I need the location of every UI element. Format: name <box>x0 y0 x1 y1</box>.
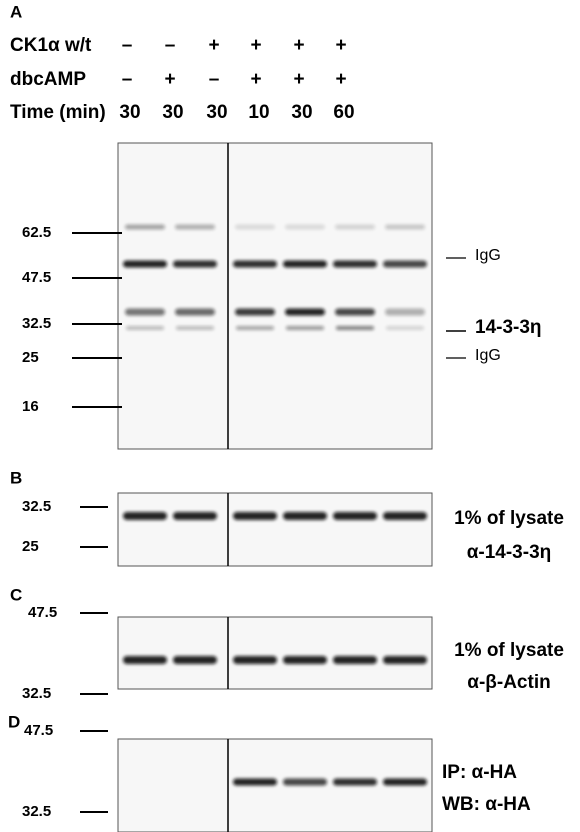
annotation: IgG <box>475 247 501 264</box>
condition-value: + <box>250 35 261 56</box>
marker-label: 25 <box>22 538 39 555</box>
band <box>383 778 427 786</box>
band <box>286 326 324 330</box>
marker-label: 62.5 <box>22 224 51 241</box>
condition-label: CK1α w/t <box>10 35 92 56</box>
band <box>333 260 377 268</box>
band <box>385 308 425 316</box>
band <box>283 512 327 520</box>
band <box>125 224 165 230</box>
condition-value: 30 <box>206 102 227 123</box>
band <box>283 778 327 786</box>
annotation: WB: α-HA <box>442 794 531 815</box>
band <box>126 326 164 330</box>
condition-label: dbcAMP <box>10 69 86 90</box>
band <box>235 308 275 316</box>
band <box>283 656 327 664</box>
band <box>123 512 167 520</box>
condition-value: + <box>335 35 346 56</box>
marker-label: 25 <box>22 349 39 366</box>
band <box>335 308 375 316</box>
panel-label: A <box>10 2 22 21</box>
condition-value: + <box>164 69 175 90</box>
annotation: IP: α-HA <box>442 762 517 783</box>
condition-value: – <box>209 69 220 90</box>
band <box>335 224 375 230</box>
marker-label: 47.5 <box>24 722 53 739</box>
band <box>285 308 325 316</box>
condition-value: + <box>293 69 304 90</box>
condition-value: + <box>335 69 346 90</box>
band <box>176 326 214 330</box>
blot-c <box>117 616 433 690</box>
annotation: 1% of lysate <box>454 640 564 661</box>
band <box>383 656 427 664</box>
condition-value: 10 <box>248 102 269 123</box>
band <box>175 308 215 316</box>
condition-value: + <box>293 35 304 56</box>
panel-label: C <box>10 585 22 604</box>
condition-value: – <box>165 35 176 56</box>
blot-d <box>117 738 433 832</box>
band <box>173 260 217 268</box>
annotation: 1% of lysate <box>454 508 564 529</box>
marker-label: 32.5 <box>22 685 51 702</box>
band <box>233 512 277 520</box>
blot-b <box>117 492 433 567</box>
band <box>333 512 377 520</box>
condition-value: + <box>208 35 219 56</box>
condition-label: Time (min) <box>10 102 106 123</box>
band <box>123 656 167 664</box>
panel-label: D <box>8 712 20 731</box>
band <box>175 224 215 230</box>
band <box>333 656 377 664</box>
marker-label: 32.5 <box>22 498 51 515</box>
marker-label: 16 <box>22 398 39 415</box>
annotation: 14-3-3η <box>475 317 542 338</box>
marker-label: 32.5 <box>22 315 51 332</box>
band <box>336 326 374 330</box>
band <box>385 224 425 230</box>
condition-value: – <box>122 69 133 90</box>
condition-value: 30 <box>119 102 140 123</box>
band <box>173 512 217 520</box>
band <box>383 260 427 268</box>
panel-label: B <box>10 468 22 487</box>
band <box>233 260 277 268</box>
band <box>386 326 424 330</box>
marker-label: 32.5 <box>22 803 51 820</box>
band <box>125 308 165 316</box>
condition-value: 30 <box>162 102 183 123</box>
condition-value: + <box>250 69 261 90</box>
annotation: α-β-Actin <box>467 672 550 693</box>
marker-label: 47.5 <box>22 269 51 286</box>
blot-a <box>117 142 433 450</box>
condition-value: 60 <box>333 102 354 123</box>
band <box>333 778 377 786</box>
band <box>236 326 274 330</box>
band <box>285 224 325 230</box>
band <box>235 224 275 230</box>
band <box>233 656 277 664</box>
band <box>123 260 167 268</box>
band <box>173 656 217 664</box>
condition-value: 30 <box>291 102 312 123</box>
annotation: α-14-3-3η <box>467 542 552 563</box>
annotation: IgG <box>475 347 501 364</box>
band <box>383 512 427 520</box>
condition-value: – <box>122 35 133 56</box>
marker-label: 47.5 <box>28 604 57 621</box>
band <box>233 778 277 786</box>
band <box>283 260 327 268</box>
